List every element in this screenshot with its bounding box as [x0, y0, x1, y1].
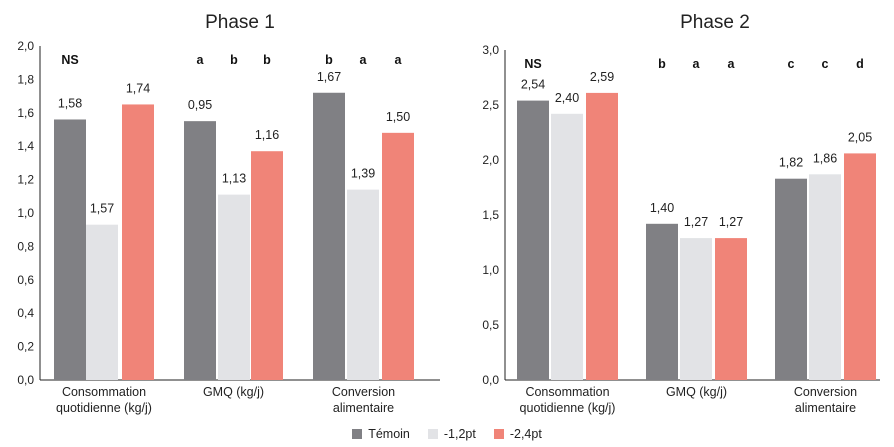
legend-item-2-4pt: -2,4pt — [493, 427, 542, 441]
chart1-ytick-label: 0,2 — [17, 340, 34, 354]
chart1-significance-label: NS — [61, 53, 78, 67]
chart1-bar-temoin — [313, 92, 345, 380]
chart1-bar-moins-1-2pt — [218, 194, 250, 380]
chart1-significance-label: a — [395, 53, 403, 67]
chart2-significance-label: c — [822, 57, 829, 71]
legend-swatch-temoin — [352, 429, 363, 439]
chart1-significance-label: b — [325, 53, 333, 67]
chart1-value-label: 1,13 — [222, 172, 246, 186]
chart1-significance-label: a — [360, 53, 368, 67]
chart1-category-label: alimentaire — [333, 401, 394, 415]
chart1-ytick-label: 1,6 — [17, 106, 34, 120]
legend-swatch-1-2pt — [427, 429, 438, 439]
chart2-ytick-label: 0,5 — [482, 318, 499, 332]
chart2-ytick-label: 0,0 — [482, 373, 499, 387]
chart1-ytick-label: 1,0 — [17, 206, 34, 220]
chart1-ytick-label: 1,4 — [17, 139, 34, 153]
chart1-value-label: 0,95 — [188, 98, 212, 112]
legend: Témoin -1,2pt -2,4pt — [0, 424, 894, 444]
chart1-category-label: GMQ (kg/j) — [203, 385, 264, 399]
chart2-significance-label: c — [788, 57, 795, 71]
chart1-ytick-label: 0,8 — [17, 239, 34, 253]
chart2-title: Phase 2 — [680, 12, 750, 33]
chart1-category-label: Conversion — [332, 385, 395, 399]
chart2-value-label: 1,86 — [813, 151, 837, 165]
chart1-value-label: 1,58 — [58, 96, 82, 110]
chart1-title: Phase 1 — [205, 12, 275, 33]
chart1-bar-temoin — [184, 121, 216, 381]
legend-swatch-2-4pt — [493, 429, 504, 439]
legend-label-1-2pt: -1,2pt — [443, 427, 476, 441]
chart1-bar-moins-2-4pt — [122, 104, 154, 380]
chart2-bar-moins-2-4pt — [844, 153, 876, 380]
chart1-ytick-label: 2,0 — [17, 39, 34, 53]
chart1-ytick-label: 0,0 — [17, 373, 34, 387]
chart1-value-label: 1,16 — [255, 128, 279, 142]
chart2-bar-moins-2-4pt — [586, 92, 618, 381]
legend-item-1-2pt: -1,2pt — [427, 427, 476, 441]
chart1-ytick-label: 1,8 — [17, 72, 34, 86]
chart2-significance-label: a — [693, 57, 701, 71]
chart2-value-label: 2,59 — [590, 70, 614, 84]
chart2-value-label: 2,40 — [555, 91, 579, 105]
chart1-bar-moins-1-2pt — [86, 224, 118, 380]
chart2-category-label: quotidienne (kg/j) — [520, 401, 616, 415]
chart2-bar-moins-1-2pt — [680, 238, 712, 380]
chart1-value-label: 1,74 — [126, 81, 150, 95]
chart2-category-label: Conversion — [794, 385, 857, 399]
chart1-bar-temoin — [54, 119, 86, 380]
chart1-value-label: 1,57 — [90, 202, 114, 216]
chart1-value-label: 1,50 — [386, 110, 410, 124]
chart2-bar-temoin — [646, 223, 678, 380]
chart2-significance-label: NS — [524, 57, 541, 71]
chart1-bar-moins-1-2pt — [347, 189, 379, 380]
chart2-value-label: 1,27 — [684, 215, 708, 229]
chart1-value-label: 1,39 — [351, 167, 375, 181]
chart2-category-label: GMQ (kg/j) — [666, 385, 727, 399]
chart2-bar-temoin — [775, 178, 807, 380]
chart2-bar-moins-1-2pt — [551, 113, 583, 381]
chart1-ytick-label: 1,2 — [17, 173, 34, 187]
legend-label-temoin: Témoin — [368, 427, 410, 441]
chart2-bar-temoin — [517, 100, 549, 380]
chart2-value-label: 1,40 — [650, 201, 674, 215]
chart2-value-label: 1,27 — [719, 215, 743, 229]
chart2-significance-label: b — [658, 57, 666, 71]
chart2-value-label: 2,05 — [848, 130, 872, 144]
chart1-significance-label: b — [230, 53, 238, 67]
legend-item-temoin: Témoin — [352, 427, 410, 441]
chart1-bar-moins-2-4pt — [251, 151, 283, 380]
chart1-significance-label: a — [197, 53, 205, 67]
chart2-ytick-label: 2,5 — [482, 98, 499, 112]
chart1-category-label: Consommation — [62, 385, 146, 399]
chart2-value-label: 2,54 — [521, 78, 545, 92]
chart1-ytick-label: 0,6 — [17, 273, 34, 287]
chart1-ytick-label: 0,4 — [17, 306, 34, 320]
chart2-bar-moins-1-2pt — [809, 174, 841, 380]
chart1-value-label: 1,67 — [317, 70, 341, 84]
chart2-ytick-label: 2,0 — [482, 153, 499, 167]
chart1-category-label: quotidienne (kg/j) — [56, 401, 152, 415]
chart2-significance-label: d — [856, 57, 864, 71]
chart2-bar-moins-2-4pt — [715, 238, 747, 380]
chart2-ytick-label: 3,0 — [482, 43, 499, 57]
chart1-bar-moins-2-4pt — [382, 132, 414, 380]
bar-charts-svg: Phase 1 0,0 0,2 0,4 0,6 0,8 1,0 1,2 1,4 1,6 1,8 2,0… — [17, 12, 880, 415]
chart2-value-label: 1,82 — [779, 156, 803, 170]
legend-label-2-4pt: -2,4pt — [509, 427, 542, 441]
chart2-category-label: Consommation — [525, 385, 609, 399]
chart1-significance-label: b — [263, 53, 271, 67]
chart2-ytick-label: 1,0 — [482, 263, 499, 277]
chart2-category-label: alimentaire — [795, 401, 856, 415]
chart2-ytick-label: 1,5 — [482, 208, 499, 222]
chart2-significance-label: a — [728, 57, 736, 71]
